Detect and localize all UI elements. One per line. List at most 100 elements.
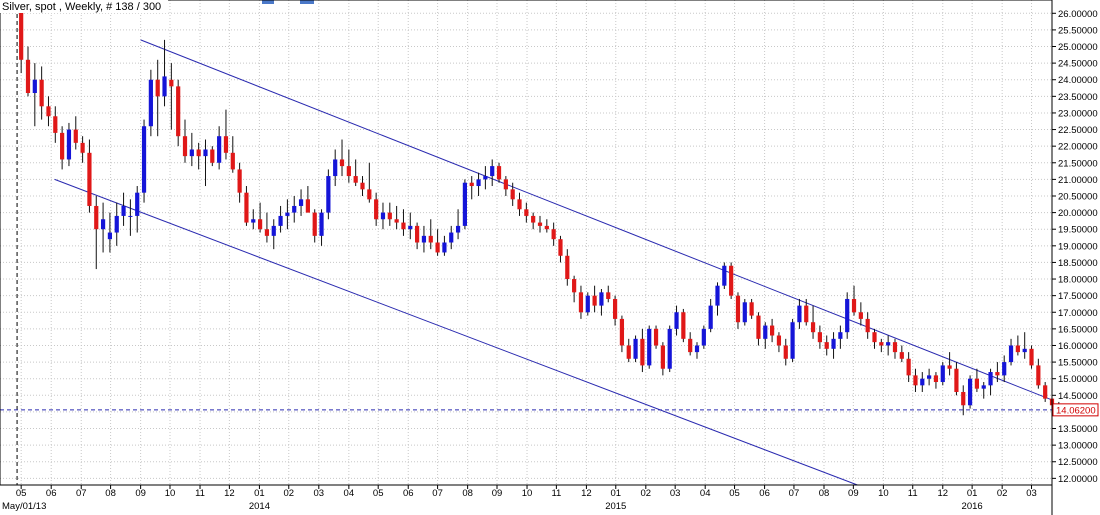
candle [244, 186, 249, 226]
candle-body [845, 298, 850, 333]
candle [39, 66, 44, 120]
candle [551, 222, 556, 246]
x-tick-label: 03 [1026, 488, 1037, 499]
candle-body [681, 312, 686, 339]
candle [141, 119, 147, 203]
x-tick-label: 11 [551, 488, 561, 499]
candle-body [995, 372, 1000, 376]
candle [1029, 345, 1034, 369]
candle-body [210, 149, 215, 163]
candle-body [858, 312, 863, 319]
candle [940, 362, 945, 386]
candle [292, 195, 297, 223]
candle [333, 149, 338, 187]
candle [763, 322, 768, 349]
candle-body [558, 239, 563, 256]
candle [435, 229, 440, 256]
candle [517, 192, 522, 216]
x-tick-label: 01 [967, 488, 978, 499]
candle [606, 285, 611, 303]
candle [305, 186, 310, 213]
x-tick-label: 07 [789, 488, 800, 499]
x-tick-label: 04 [700, 488, 711, 499]
candle [920, 372, 925, 392]
candle [176, 79, 181, 147]
candle-body [967, 378, 973, 406]
candle-body [73, 129, 78, 143]
x-tick-label: 05 [373, 488, 384, 499]
candle [394, 205, 399, 230]
x-tick-label: 12 [937, 488, 948, 499]
x-tick-label: 10 [878, 488, 889, 499]
candle-body [189, 149, 194, 157]
candle-body [203, 149, 208, 157]
candle [701, 325, 706, 349]
candle-body [865, 318, 870, 333]
y-tick-label: 15.00000 [1058, 374, 1098, 385]
y-tick-label: 13.50000 [1058, 424, 1098, 435]
candle-body [688, 338, 693, 353]
candle [851, 285, 857, 316]
candle-body [496, 166, 502, 180]
candle [776, 332, 782, 353]
candle-body [790, 322, 795, 359]
candle-body [346, 166, 351, 177]
candle [237, 162, 242, 203]
candle-body [298, 199, 304, 206]
candle-body [947, 365, 952, 369]
candle [87, 139, 92, 213]
x-tick-label: 08 [819, 488, 830, 499]
candle-body [1015, 345, 1020, 353]
y-tick-label: 25.50000 [1058, 25, 1098, 36]
candle [285, 199, 290, 230]
candle [46, 96, 51, 127]
candle-body [742, 302, 747, 323]
candle-body [374, 199, 379, 220]
candle [203, 139, 208, 187]
y-tick-label: 12.00000 [1058, 474, 1098, 485]
candle [455, 209, 461, 240]
candle-body [619, 318, 625, 346]
y-tick-label: 20.50000 [1058, 191, 1098, 202]
y-tick-label: 15.50000 [1058, 358, 1098, 369]
candle [19, 3, 24, 74]
candle [954, 362, 959, 396]
candle-body [667, 328, 672, 369]
candle [107, 212, 113, 253]
candle [537, 215, 543, 233]
candle [592, 285, 597, 313]
candle-body [121, 205, 126, 216]
candle [114, 202, 119, 246]
candle [462, 179, 468, 230]
candle [565, 249, 570, 286]
x-tick-label: 09 [135, 488, 146, 499]
candle-body [1008, 345, 1014, 363]
candle [961, 385, 966, 416]
y-tick-label: 17.00000 [1058, 308, 1098, 319]
y-tick-label: 19.00000 [1058, 241, 1098, 252]
candle-body [251, 219, 256, 223]
candle [694, 342, 700, 359]
title-background [0, 0, 168, 13]
candle-body [565, 255, 570, 280]
y-tick-label: 16.50000 [1058, 324, 1098, 335]
x-tick-label: 10 [522, 488, 533, 499]
candle [981, 382, 986, 399]
candle [251, 209, 256, 230]
candle-body [626, 345, 631, 359]
candle [155, 59, 160, 137]
candle-body [701, 328, 706, 346]
candle [162, 39, 167, 107]
candle [346, 149, 351, 183]
candle [415, 222, 420, 250]
candle-body [305, 199, 310, 213]
y-tick-label: 22.00000 [1058, 142, 1098, 153]
x-tick-label: 12 [224, 488, 235, 499]
toolbar-button[interactable] [300, 0, 314, 4]
candle [858, 302, 863, 326]
candle-body [694, 345, 700, 353]
candle [387, 202, 392, 226]
candle-body [872, 332, 877, 343]
candle [810, 305, 816, 339]
toolbar-button[interactable] [262, 0, 274, 4]
